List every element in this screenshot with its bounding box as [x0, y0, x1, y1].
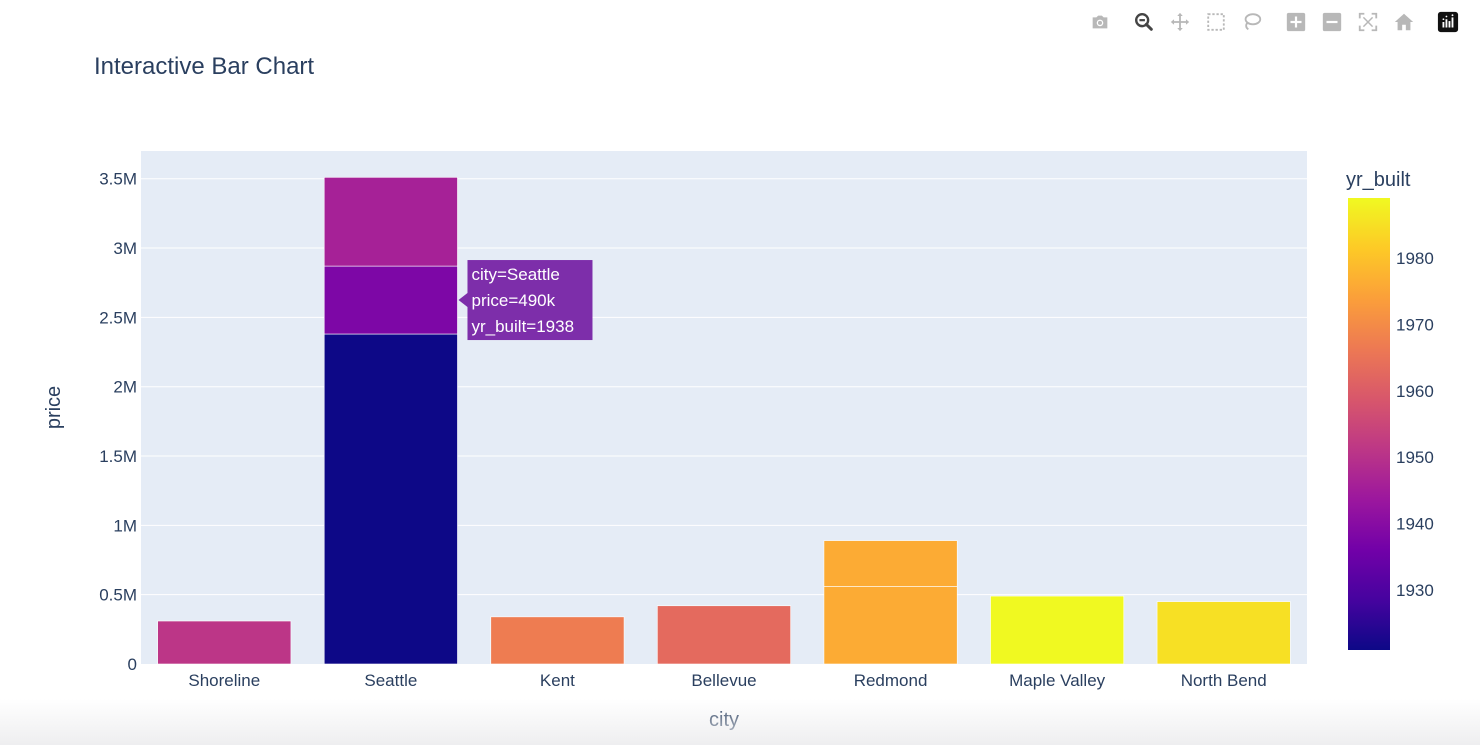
x-tick-label: Maple Valley [1009, 671, 1106, 690]
lasso-icon[interactable] [1234, 6, 1270, 38]
bar-seattle-segment [323, 177, 458, 267]
colorbar-title: yr_built [1346, 169, 1411, 191]
bar-seattle-segment [323, 265, 458, 335]
y-tick-label: 3M [113, 239, 137, 258]
plot-area [141, 151, 1307, 664]
x-tick-label: Redmond [854, 671, 928, 690]
y-tick-label: 2.5M [99, 308, 137, 327]
bar-redmond-segment [823, 586, 958, 665]
tooltip-line: price=490k [471, 291, 555, 310]
bar-north-bend-segment [1156, 601, 1291, 665]
bar-redmond-segment [823, 540, 958, 587]
bar-kent-segment [490, 616, 625, 665]
y-tick-label: 0.5M [99, 586, 137, 605]
reset-axes-icon[interactable] [1386, 6, 1422, 38]
y-axis-title: price [43, 386, 65, 429]
y-tick-label: 2M [113, 378, 137, 397]
y-tick-label: 3.5M [99, 170, 137, 189]
bar-maple-valley-segment [990, 595, 1125, 665]
zoom-in-icon[interactable] [1278, 6, 1314, 38]
hover-tooltip [467, 260, 593, 341]
pan-icon[interactable] [1162, 6, 1198, 38]
colorbar-tick-label: 1950 [1396, 448, 1434, 467]
colorbar-tick-label: 1970 [1396, 315, 1434, 334]
colorbar-tick-label: 1930 [1396, 581, 1434, 600]
x-axis-title: city [709, 709, 739, 731]
colorbar-tick-label: 1960 [1396, 382, 1434, 401]
colorbar-tick-label: 1980 [1396, 249, 1434, 268]
chart-title: Interactive Bar Chart [94, 53, 315, 80]
bar-bellevue-segment [657, 605, 791, 665]
x-tick-label: Kent [540, 671, 575, 690]
tooltip-line: city=Seattle [471, 265, 559, 284]
autoscale-icon[interactable] [1350, 6, 1386, 38]
box-select-icon[interactable] [1198, 6, 1234, 38]
tooltip-line: yr_built=1938 [471, 317, 574, 336]
x-tick-label: North Bend [1181, 671, 1267, 690]
colorbar [1348, 198, 1390, 650]
camera-icon[interactable] [1082, 6, 1118, 38]
bar-seattle-segment [323, 333, 458, 665]
zoom-out-icon[interactable] [1314, 6, 1350, 38]
x-tick-label: Shoreline [188, 671, 260, 690]
x-tick-label: Seattle [364, 671, 417, 690]
tooltip-pointer [458, 293, 468, 308]
bar-shoreline-segment [157, 620, 292, 665]
y-tick-label: 1M [113, 516, 137, 535]
x-tick-label: Bellevue [691, 671, 756, 690]
modebar [1082, 6, 1466, 38]
colorbar-tick-label: 1940 [1396, 515, 1434, 534]
y-tick-label: 1.5M [99, 447, 137, 466]
zoom-icon[interactable] [1126, 6, 1162, 38]
y-tick-label: 0 [128, 655, 137, 674]
plotly-logo-icon[interactable] [1430, 6, 1466, 38]
